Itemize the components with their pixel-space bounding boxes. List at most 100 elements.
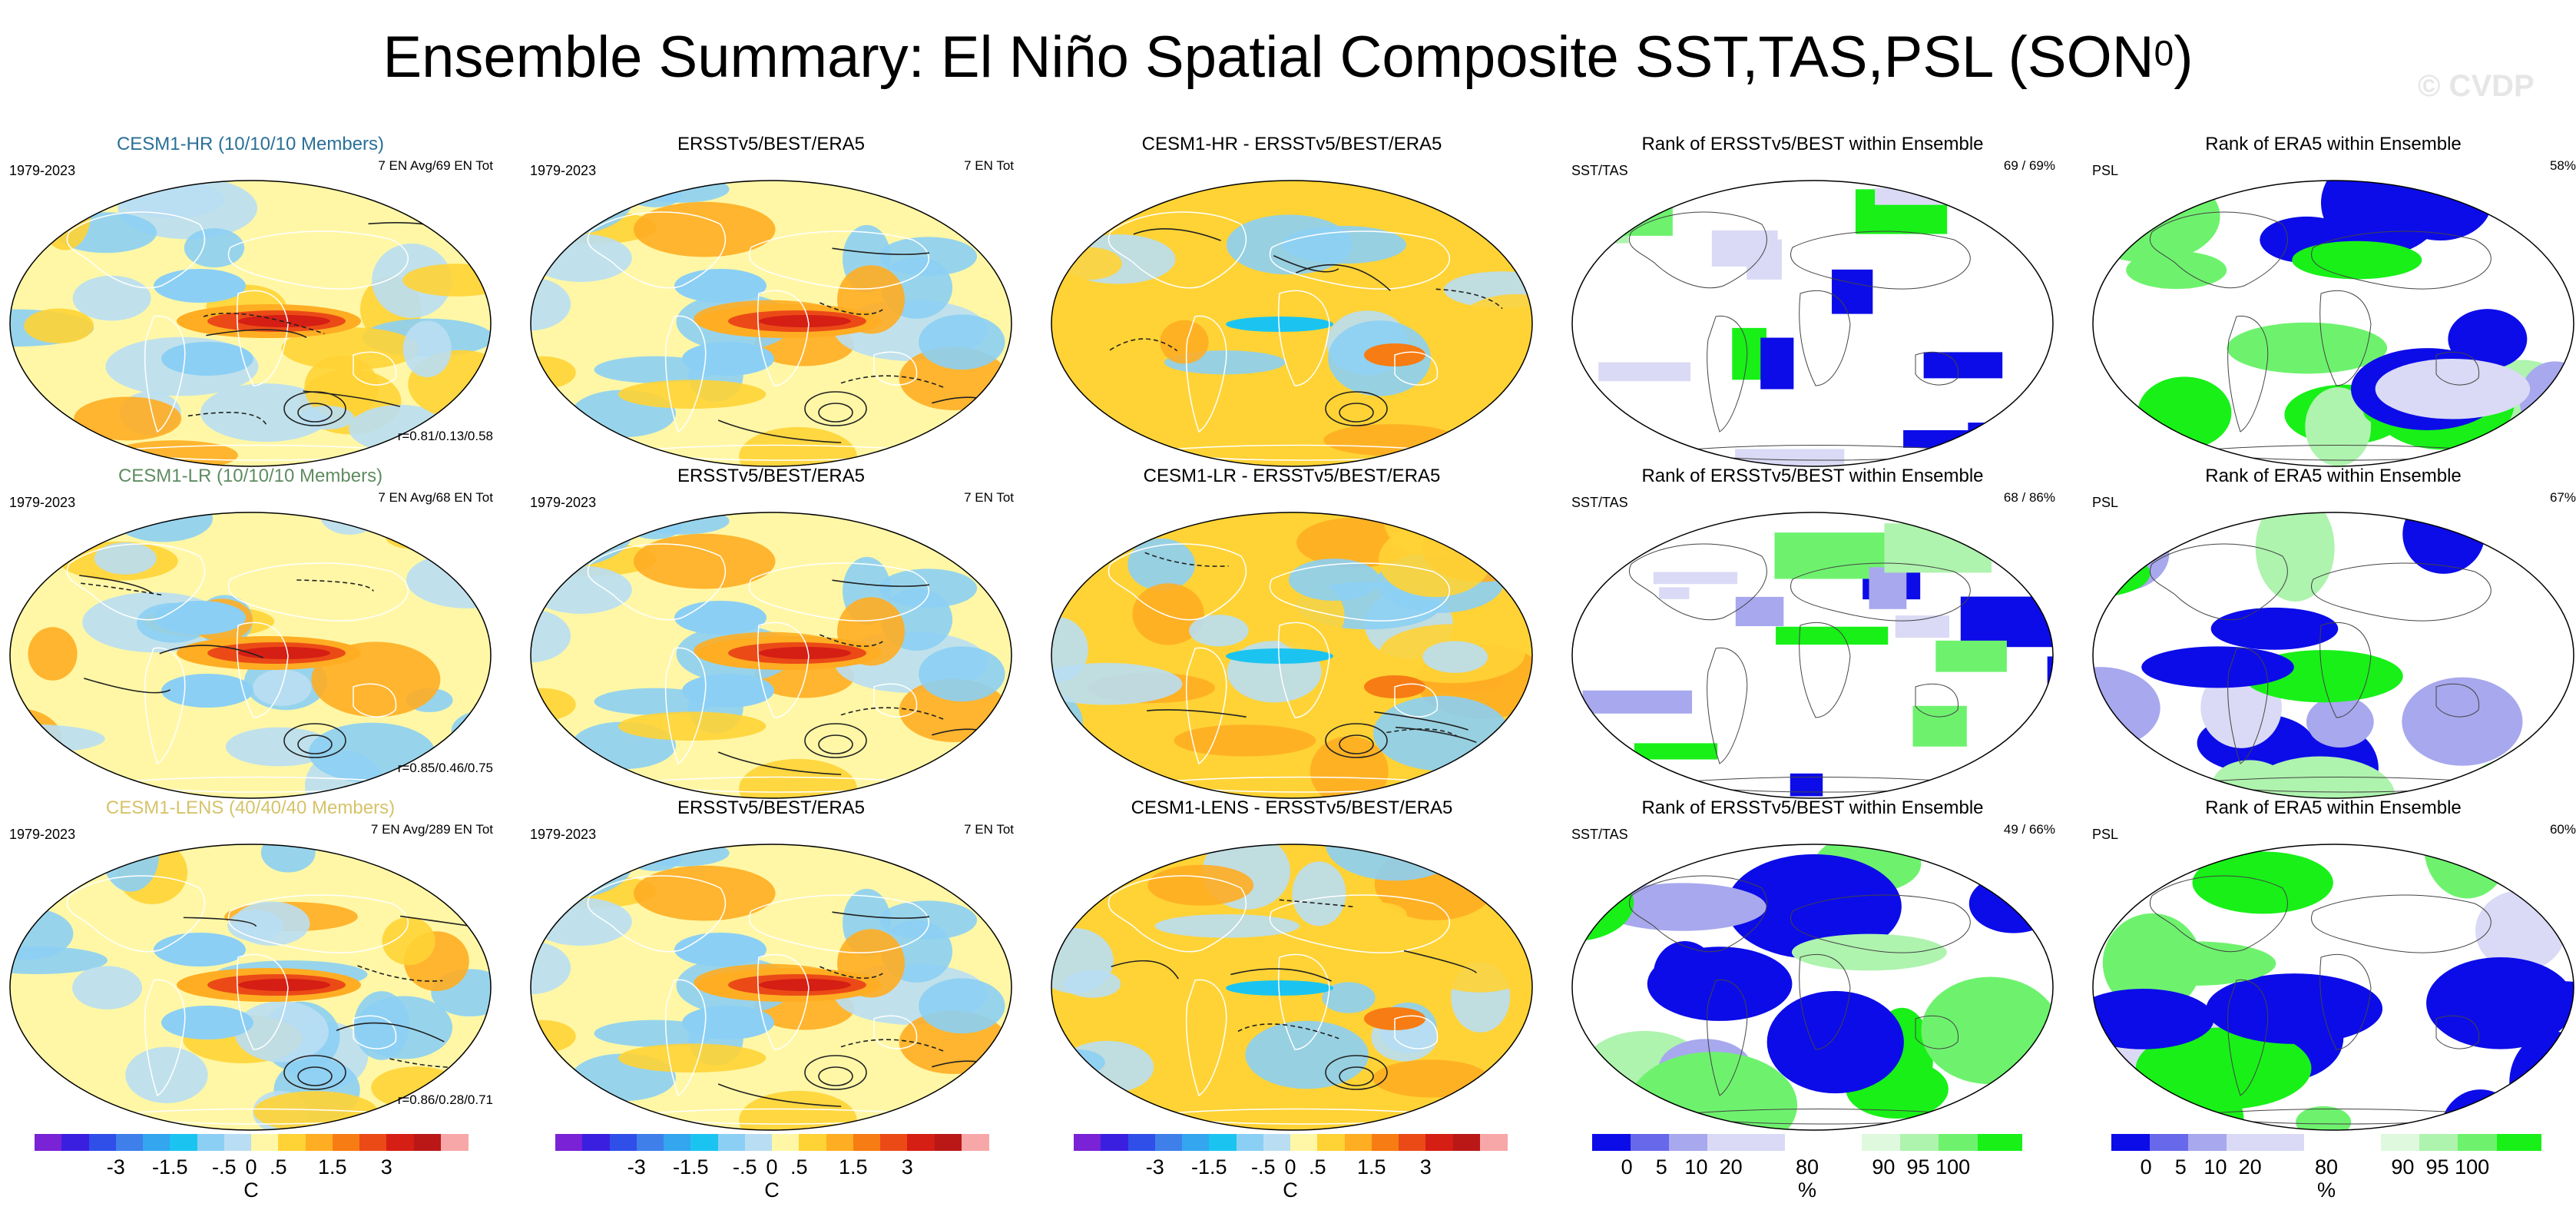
colorbar-swatch	[2227, 1134, 2305, 1151]
colorbar-tick-label: 20	[1719, 1155, 1743, 1179]
panel-title: CESM1-LENS - ERSSTv5/BEST/ERA5	[1131, 797, 1453, 818]
colorbar-swatch	[961, 1134, 989, 1151]
period-label: 1979-2023	[530, 827, 597, 842]
colorbar-tick-label: 80	[2314, 1155, 2339, 1179]
colorbar-swatch	[1236, 1134, 1264, 1151]
difference-map	[1051, 512, 1533, 799]
period-label: 1979-2023	[9, 827, 76, 842]
colorbar-tick-label: 0	[766, 1155, 778, 1179]
colorbar-swatch	[1399, 1134, 1426, 1151]
colorbar-swatch	[2188, 1134, 2227, 1151]
panel-rank-sst-r2: Rank of ERSSTv5/BEST within Ensemble SST…	[1570, 466, 2055, 801]
colorbar-swatch	[115, 1134, 144, 1151]
colorbar-swatch	[1344, 1134, 1372, 1151]
colorbar-tick-label: 90	[1872, 1155, 1896, 1179]
colorbar-tick-label: 100	[1935, 1155, 1971, 1179]
colorbar-tick-label: 80	[1795, 1155, 1819, 1179]
colorbar-tick-label: .5	[1308, 1155, 1326, 1179]
panel-rank-psl-r2: Rank of ERA5 within Ensemble PSL 67%	[2091, 466, 2576, 801]
colorbar-tick-label: 95	[2425, 1155, 2449, 1179]
rank-colorbar: 0 5 10 20 80 90 95 100%	[2111, 1134, 2542, 1211]
colorbar-swatch	[88, 1134, 117, 1151]
colorbar-unit-label: %	[2316, 1179, 2336, 1202]
colorbar-swatch	[717, 1134, 746, 1151]
panel-title: CESM1-HR (10/10/10 Members)	[116, 134, 385, 154]
colorbar-swatch	[2111, 1134, 2151, 1151]
colorbar-swatch	[1669, 1134, 1708, 1151]
colorbar-tick-label: 1.5	[317, 1155, 347, 1179]
variable-label: SST/TAS	[1571, 495, 1628, 510]
rank-map	[1571, 180, 2054, 467]
colorbar-swatch	[907, 1134, 935, 1151]
panel-title: CESM1-LR (10/10/10 Members)	[118, 466, 383, 486]
correlation-label: r=0.86/0.28/0.71	[397, 1092, 493, 1107]
panel-diff-r1: CESM1-HR - ERSSTv5/BEST/ERA5	[1049, 134, 1535, 469]
colorbar-swatch	[2496, 1134, 2542, 1151]
colorbar-tick-label: -.5	[1250, 1155, 1276, 1179]
colorbar-swatch	[1592, 1134, 1631, 1151]
difference-map	[1051, 180, 1533, 467]
rank-percent-label: 58%	[2549, 158, 2576, 173]
colorbar-swatch	[636, 1134, 664, 1151]
colorbar-tick-label: 1.5	[838, 1155, 868, 1179]
colorbar-tick-label: -1.5	[1190, 1155, 1227, 1179]
panel-rank-sst-r3: Rank of ERSSTv5/BEST within Ensemble SST…	[1570, 797, 2055, 1132]
variable-label: PSL	[2092, 495, 2119, 510]
colorbar-swatch	[1290, 1134, 1318, 1151]
colorbar-tick-label: 0	[1621, 1155, 1633, 1179]
panel-rank-psl-r3: Rank of ERA5 within Ensemble PSL 60%	[2091, 797, 2576, 1132]
panel-title: CESM1-LENS (40/40/40 Members)	[105, 797, 396, 818]
panel-title: CESM1-LR - ERSSTv5/BEST/ERA5	[1143, 466, 1441, 486]
colorbar-swatch	[332, 1134, 360, 1151]
colorbar-tick-label: .5	[269, 1155, 287, 1179]
figure-title: Ensemble Summary: El Niño Spatial Compos…	[382, 25, 2194, 90]
en-count-label: 7 EN Avg/68 EN Tot	[378, 490, 493, 505]
colorbar-swatch	[2419, 1134, 2458, 1151]
rank-colorbar: 0 5 10 20 80 90 95 100%	[1592, 1134, 2023, 1211]
period-label: 1979-2023	[9, 495, 76, 510]
colorbar-tick-label: -3	[627, 1155, 646, 1179]
colorbar-swatch	[1900, 1134, 1939, 1151]
colorbar-swatch	[1862, 1134, 1901, 1151]
colorbar-tick-label: -.5	[211, 1155, 237, 1179]
colorbar-swatch	[440, 1134, 469, 1151]
colorbar-swatch	[143, 1134, 171, 1151]
colorbar-swatch	[2381, 1134, 2420, 1151]
colorbar-swatch	[1479, 1134, 1508, 1151]
colorbar-swatch	[278, 1134, 306, 1151]
colorbar-tick-label: 20	[2238, 1155, 2262, 1179]
colorbar-swatch	[1317, 1134, 1345, 1151]
colorbar-swatch	[1182, 1134, 1210, 1151]
rank-percent-label: 67%	[2549, 490, 2576, 505]
panel-diff-r3: CESM1-LENS - ERSSTv5/BEST/ERA5	[1049, 797, 1535, 1132]
panel-title: ERSSTv5/BEST/ERA5	[677, 797, 866, 818]
colorbar-tick-label: 3	[1419, 1155, 1432, 1179]
composite-map	[530, 180, 1012, 467]
correlation-label: r=0.85/0.46/0.75	[397, 761, 493, 775]
colorbar-tick-label: 3	[901, 1155, 913, 1179]
en-count-label: 7 EN Tot	[964, 490, 1014, 505]
panel-title: Rank of ERSSTv5/BEST within Ensemble	[1641, 466, 1984, 486]
colorbar-tick-label: 5	[2174, 1155, 2187, 1179]
colorbar-swatch	[413, 1134, 442, 1151]
colorbar-unit-label: C	[764, 1179, 780, 1202]
period-label: 1979-2023	[530, 163, 597, 178]
colorbar-swatch	[1209, 1134, 1237, 1151]
panel-title: Rank of ERA5 within Ensemble	[2205, 797, 2462, 818]
rank-percent-label: 68 / 86%	[2003, 490, 2055, 505]
rank-map	[1571, 844, 2054, 1131]
colorbar-swatch	[1154, 1134, 1183, 1151]
colorbar-swatch	[826, 1134, 854, 1151]
panel-title: ERSSTv5/BEST/ERA5	[677, 134, 866, 154]
colorbar-swatch	[1371, 1134, 1399, 1151]
colorbar-swatch	[1784, 1134, 1862, 1151]
panel-obs-r3: ERSSTv5/BEST/ERA5 1979-2023 7 EN Tot	[528, 797, 1014, 1132]
rank-map	[2092, 512, 2574, 799]
colorbar-unit-label: C	[1283, 1179, 1298, 1202]
colorbar-swatch	[1631, 1134, 1670, 1151]
panel-title: Rank of ERA5 within Ensemble	[2205, 466, 2462, 486]
colorbar-swatch	[197, 1134, 225, 1151]
composite-map	[530, 512, 1012, 799]
rank-percent-label: 60%	[2549, 822, 2576, 837]
colorbar-swatch	[664, 1134, 691, 1151]
